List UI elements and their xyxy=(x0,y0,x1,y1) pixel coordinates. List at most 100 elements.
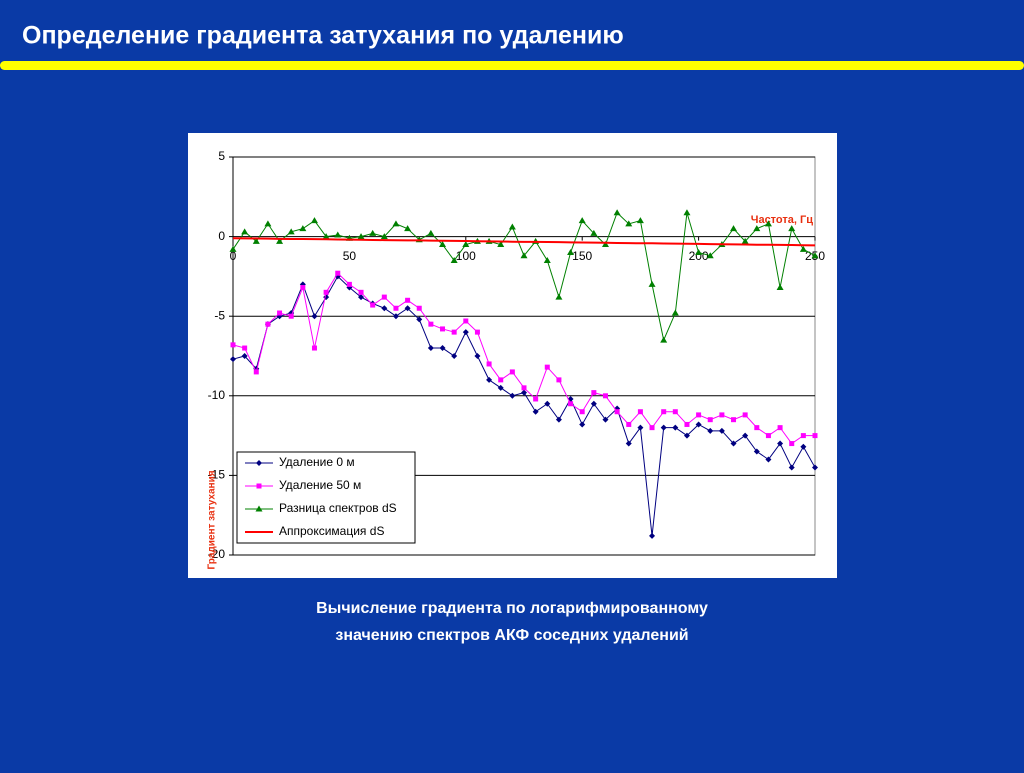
y-tick-label: -15 xyxy=(208,468,226,482)
point xyxy=(229,245,237,252)
point xyxy=(718,427,725,434)
point xyxy=(427,229,435,236)
point xyxy=(800,433,806,439)
point xyxy=(393,305,399,311)
point xyxy=(544,364,550,370)
legend-label: Аппроксимация dS xyxy=(279,524,384,538)
point xyxy=(474,329,480,335)
point xyxy=(625,440,632,447)
point xyxy=(567,249,575,256)
point xyxy=(498,377,504,383)
point xyxy=(450,256,458,263)
point xyxy=(661,409,667,415)
point xyxy=(754,425,760,431)
point xyxy=(764,220,772,227)
point xyxy=(543,256,551,263)
x-axis-label: Частота, Гц xyxy=(751,214,814,226)
point xyxy=(310,217,318,224)
point xyxy=(765,456,772,463)
series-line xyxy=(232,237,816,247)
point xyxy=(381,294,387,300)
point xyxy=(544,400,551,407)
point xyxy=(520,252,528,259)
point xyxy=(230,356,236,363)
point xyxy=(335,270,341,276)
point xyxy=(812,433,818,439)
point xyxy=(532,408,539,415)
point xyxy=(591,390,597,396)
point xyxy=(439,241,447,248)
point xyxy=(707,427,714,434)
point xyxy=(811,252,819,259)
point xyxy=(555,416,562,423)
point xyxy=(253,369,259,375)
point xyxy=(637,409,643,415)
point xyxy=(404,305,411,312)
point xyxy=(800,443,807,450)
point xyxy=(463,318,469,324)
point xyxy=(648,280,656,287)
point xyxy=(241,353,248,359)
point xyxy=(707,417,713,423)
point xyxy=(346,281,352,287)
y-tick-label: 5 xyxy=(218,149,225,163)
point xyxy=(742,412,748,418)
point xyxy=(311,345,317,351)
point xyxy=(788,225,796,232)
x-tick-label: 150 xyxy=(572,249,592,263)
legend-marker xyxy=(255,505,263,512)
point xyxy=(788,464,795,471)
point xyxy=(579,409,585,415)
point xyxy=(287,228,295,235)
title-rule xyxy=(0,61,1024,70)
point xyxy=(323,289,329,295)
point xyxy=(508,223,516,230)
legend-label: Разница спектров dS xyxy=(279,501,397,515)
x-tick-label: 100 xyxy=(456,249,476,263)
legend-label: Удаление 0 м xyxy=(279,455,355,469)
point xyxy=(579,421,586,428)
point xyxy=(742,432,749,439)
point xyxy=(789,441,795,447)
point xyxy=(427,345,434,352)
point xyxy=(380,233,388,240)
point xyxy=(288,313,294,319)
point xyxy=(311,313,318,320)
point xyxy=(706,252,714,259)
point xyxy=(404,225,412,232)
point xyxy=(357,233,365,240)
point xyxy=(241,228,249,235)
point xyxy=(264,220,272,227)
point xyxy=(265,321,271,327)
point xyxy=(428,321,434,327)
point xyxy=(556,377,562,383)
point xyxy=(601,241,609,248)
point xyxy=(369,229,377,236)
point xyxy=(358,294,365,301)
point xyxy=(719,412,725,418)
point xyxy=(683,209,691,216)
point xyxy=(252,237,260,244)
point xyxy=(625,220,633,227)
point xyxy=(392,313,399,320)
point xyxy=(731,417,737,423)
y-tick-label: -10 xyxy=(208,388,226,402)
point xyxy=(696,412,702,418)
point xyxy=(358,289,364,295)
point xyxy=(590,229,598,236)
point xyxy=(440,326,446,332)
point xyxy=(509,369,515,375)
point xyxy=(636,217,644,224)
point xyxy=(637,424,644,431)
point xyxy=(462,329,469,336)
point xyxy=(416,305,422,311)
point xyxy=(590,400,597,407)
legend-marker xyxy=(256,460,262,466)
point xyxy=(695,249,703,256)
point xyxy=(451,353,458,359)
point xyxy=(509,392,516,399)
point xyxy=(521,385,527,391)
point xyxy=(672,424,679,431)
point xyxy=(730,440,737,447)
